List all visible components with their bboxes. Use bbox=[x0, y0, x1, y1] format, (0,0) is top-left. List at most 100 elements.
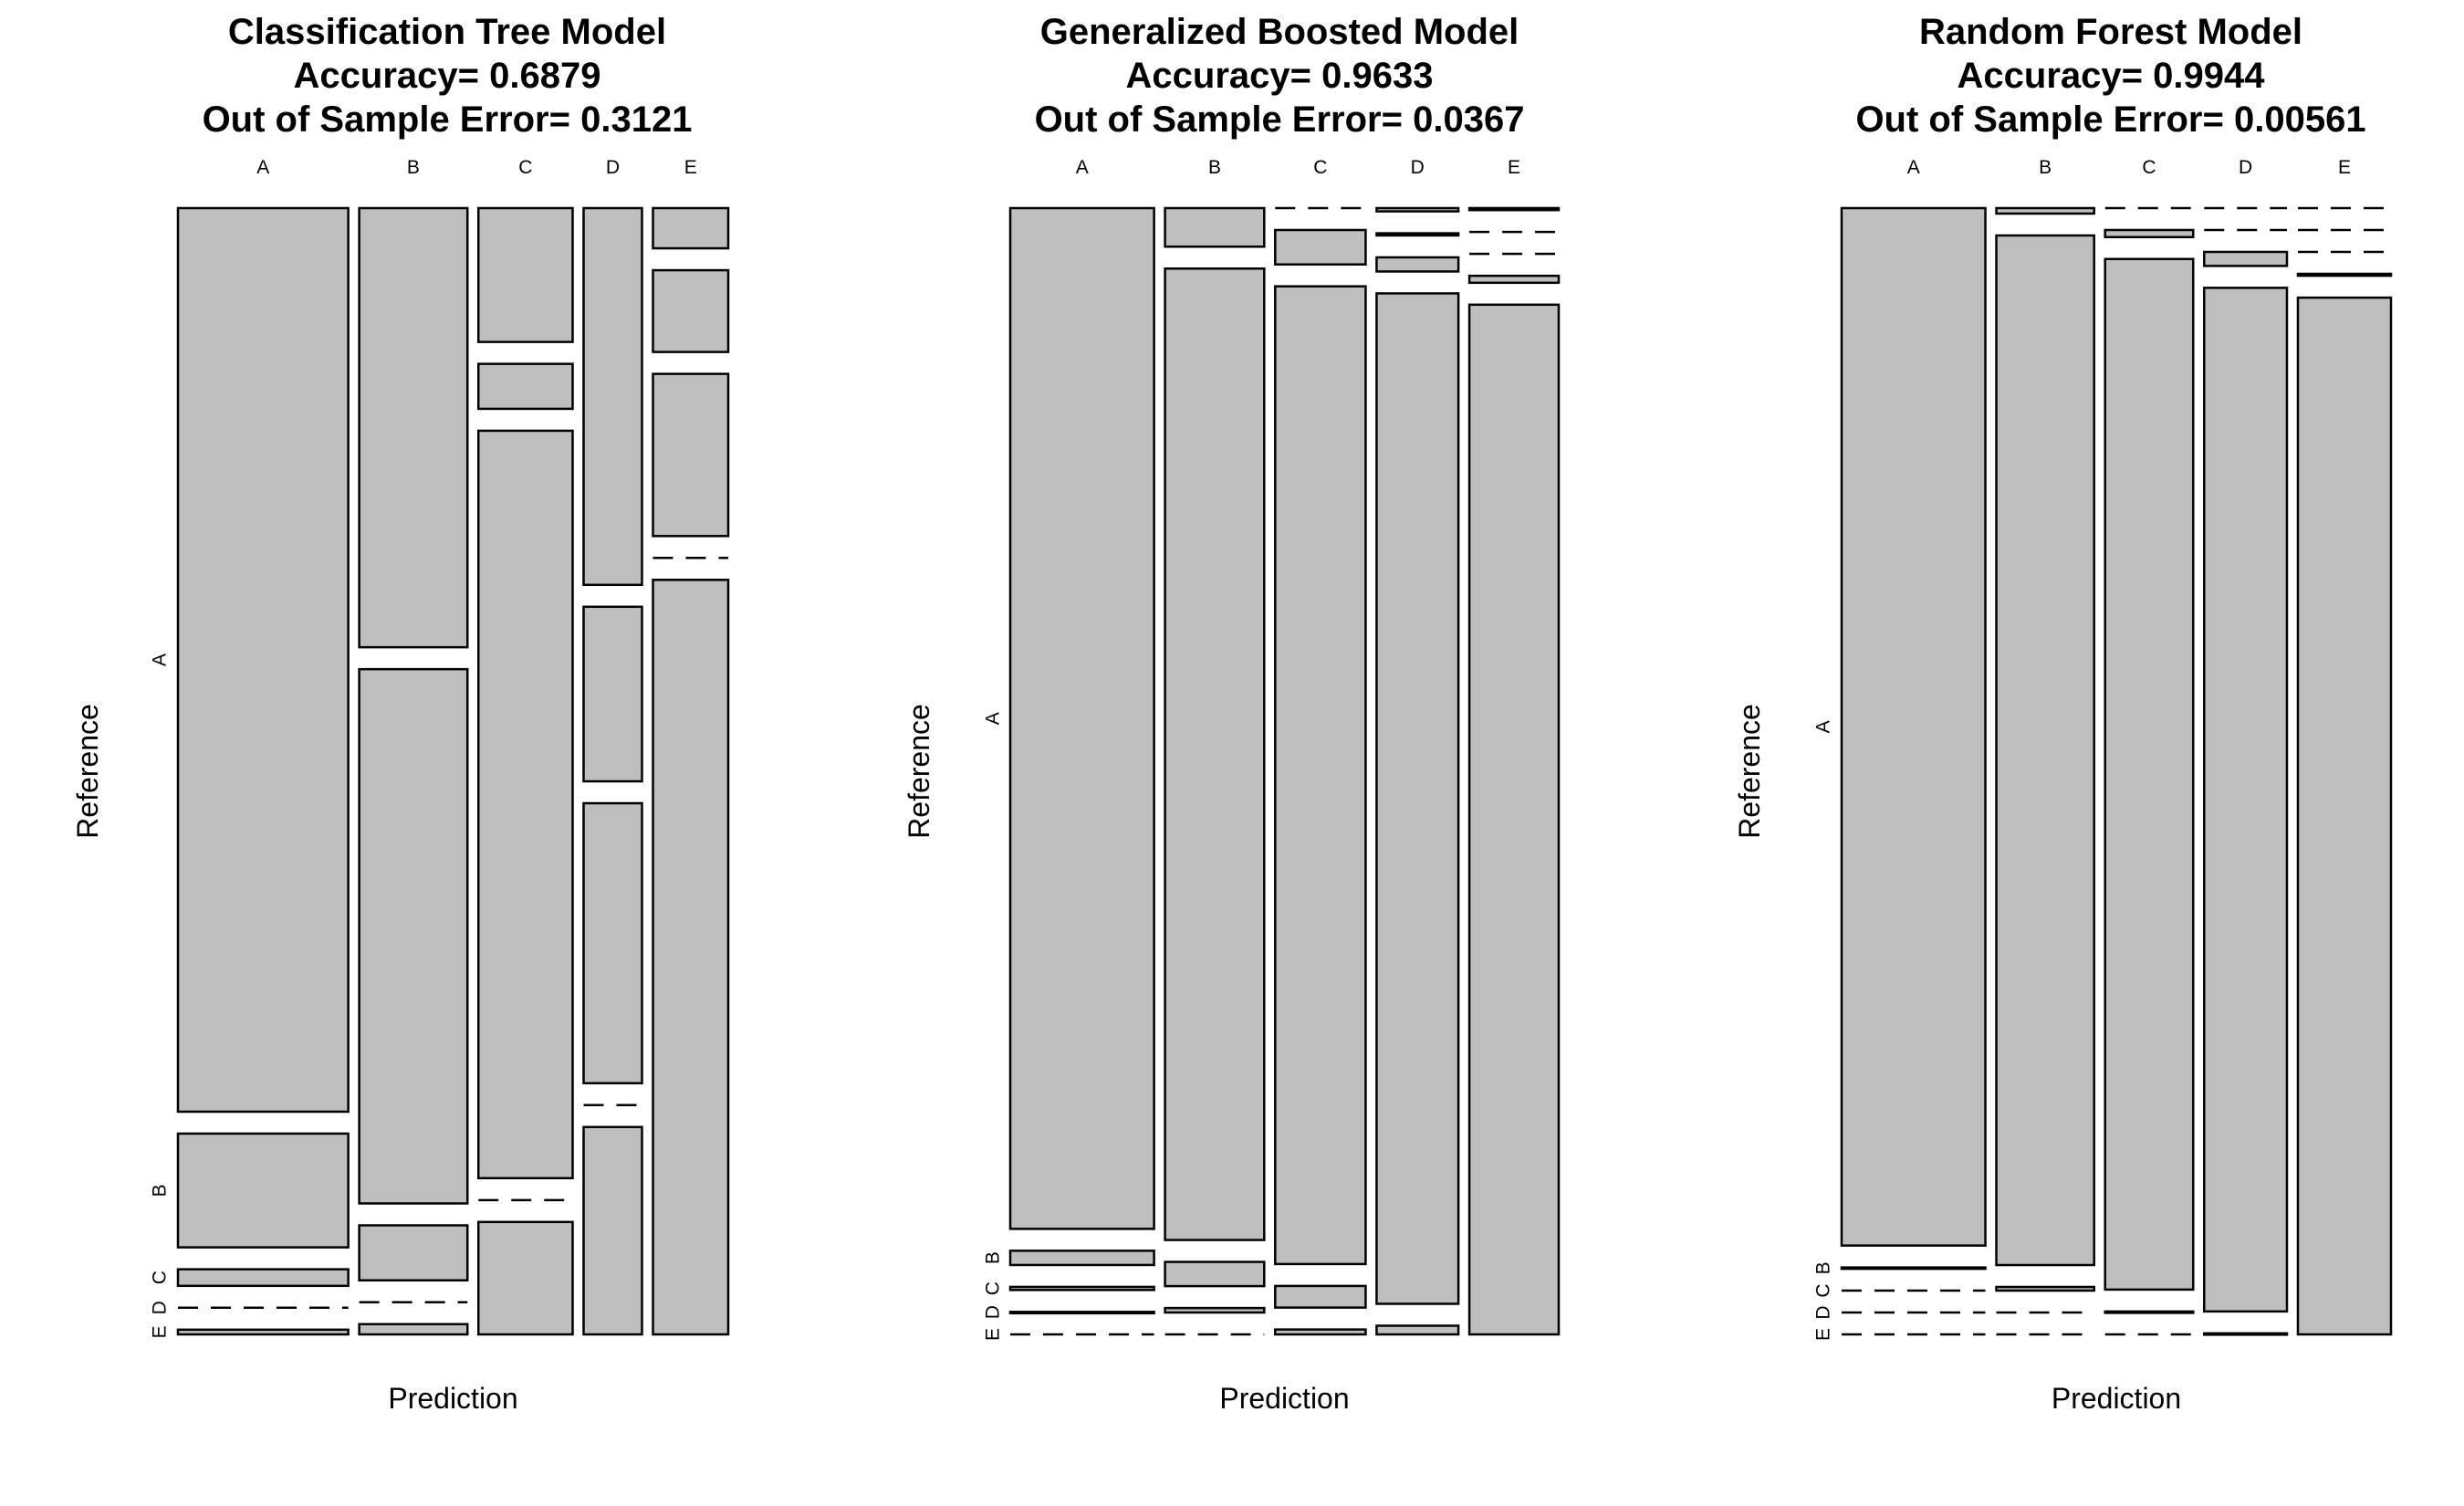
mosaic-cell bbox=[2296, 296, 2393, 1336]
mosaic-cell bbox=[1164, 1306, 1266, 1314]
mosaic-cell bbox=[1375, 256, 1460, 273]
x-tick-label: A bbox=[256, 157, 269, 178]
x-tick-label: A bbox=[1076, 157, 1089, 178]
y-tick-label: E bbox=[1813, 1328, 1834, 1341]
x-tick-label: B bbox=[1208, 157, 1221, 178]
y-tick-label: A bbox=[1813, 720, 1834, 733]
x-tick-label: E bbox=[2338, 157, 2351, 178]
chart-title-line: Generalized Boosted Model bbox=[1040, 12, 1519, 52]
mosaic-cell bbox=[652, 206, 730, 250]
mosaic-cell bbox=[2296, 272, 2393, 277]
chart-title-line: Accuracy= 0.9944 bbox=[1958, 56, 2266, 96]
mosaic-cell bbox=[476, 1220, 574, 1336]
mosaic-cell bbox=[582, 206, 643, 587]
mosaic-cell bbox=[652, 372, 730, 538]
y-tick-label: A bbox=[150, 654, 171, 666]
mosaic-cell bbox=[1274, 1284, 1367, 1309]
mosaic-cell bbox=[1995, 206, 2095, 215]
y-tick-label: B bbox=[150, 1184, 171, 1197]
x-tick-label: C bbox=[1313, 157, 1327, 178]
mosaic-cell bbox=[1375, 232, 1460, 237]
mosaic-cell bbox=[1840, 1266, 1987, 1271]
y-tick-label: C bbox=[150, 1271, 171, 1284]
chart-title-line: Classification Tree Model bbox=[228, 12, 666, 52]
x-tick-label: D bbox=[606, 157, 620, 178]
mosaic-cell bbox=[358, 1224, 469, 1282]
chart-title-line: Random Forest Model bbox=[1919, 12, 2302, 52]
chart-title-line: Accuracy= 0.6879 bbox=[294, 56, 601, 96]
mosaic-cell bbox=[1467, 274, 1561, 285]
mosaic-cell bbox=[176, 1328, 350, 1336]
y-tick-label: D bbox=[150, 1301, 171, 1314]
y-axis-title: Reference bbox=[1733, 704, 1766, 839]
y-tick-label: E bbox=[150, 1325, 171, 1338]
y-tick-label: B bbox=[983, 1251, 1004, 1264]
y-tick-label: B bbox=[1813, 1261, 1834, 1274]
mosaic-cell bbox=[476, 362, 574, 411]
x-tick-label: C bbox=[2142, 157, 2156, 178]
y-tick-label: E bbox=[983, 1328, 1004, 1341]
mosaic-cell bbox=[652, 579, 730, 1336]
mosaic-cell bbox=[358, 206, 469, 649]
mosaic-cell bbox=[176, 1268, 350, 1288]
mosaic-cell bbox=[2104, 1310, 2195, 1314]
x-tick-label: A bbox=[1907, 157, 1920, 178]
x-tick-label: B bbox=[2039, 157, 2052, 178]
mosaic-cell bbox=[1840, 206, 1987, 1247]
mosaic-cell bbox=[1164, 1260, 1266, 1288]
mosaic-cell bbox=[1995, 234, 2095, 1267]
x-tick-label: E bbox=[684, 157, 697, 178]
mosaic-cell bbox=[476, 429, 574, 1180]
mosaic-cell bbox=[2203, 287, 2289, 1313]
x-axis-title: Prediction bbox=[1219, 1382, 1349, 1415]
mosaic-cell bbox=[176, 1132, 350, 1249]
mosaic-cell bbox=[2203, 1332, 2289, 1336]
chart-title-line: Out of Sample Error= 0.3121 bbox=[203, 99, 693, 140]
mosaic-cell bbox=[1467, 206, 1561, 212]
y-tick-label: A bbox=[983, 712, 1004, 725]
y-tick-label: C bbox=[983, 1281, 1004, 1295]
mosaic-cell bbox=[1375, 206, 1460, 213]
y-tick-label: C bbox=[1813, 1283, 1834, 1297]
chart-title-line: Out of Sample Error= 0.00561 bbox=[1855, 99, 2365, 140]
mosaic-cell bbox=[1274, 228, 1367, 266]
y-tick-label: D bbox=[983, 1305, 1004, 1319]
mosaic-cell bbox=[1008, 1250, 1155, 1267]
mosaic-cell bbox=[1375, 1324, 1460, 1336]
mosaic-cell bbox=[582, 605, 643, 783]
chart-title-line: Out of Sample Error= 0.0367 bbox=[1035, 99, 1525, 140]
mosaic-cell bbox=[582, 801, 643, 1085]
mosaic-cell bbox=[476, 206, 574, 343]
x-tick-label: E bbox=[1508, 157, 1520, 178]
x-axis-title: Prediction bbox=[388, 1382, 517, 1415]
y-tick-label: D bbox=[1813, 1305, 1834, 1319]
mosaic-cell bbox=[358, 1323, 469, 1336]
mosaic-cell bbox=[1008, 1311, 1155, 1315]
x-tick-label: D bbox=[2239, 157, 2252, 178]
mosaic-cell bbox=[582, 1125, 643, 1336]
mosaic-cell bbox=[2104, 257, 2195, 1292]
mosaic-cell bbox=[358, 667, 469, 1205]
x-tick-label: B bbox=[407, 157, 420, 178]
mosaic-cell bbox=[1008, 206, 1155, 1230]
mosaic-cell bbox=[2203, 250, 2289, 267]
x-axis-title: Prediction bbox=[2052, 1382, 2181, 1415]
mosaic-cell bbox=[1274, 285, 1367, 1266]
mosaic-cell bbox=[176, 206, 350, 1114]
chart-title-line: Accuracy= 0.9633 bbox=[1126, 56, 1434, 96]
mosaic-cell bbox=[1467, 303, 1561, 1336]
mosaic-cell bbox=[1995, 1285, 2095, 1292]
mosaic-cell bbox=[1008, 1285, 1155, 1292]
mosaic-cell bbox=[1164, 267, 1266, 1241]
mosaic-cell bbox=[1375, 292, 1460, 1305]
y-axis-title: Reference bbox=[903, 704, 935, 839]
mosaic-cell bbox=[1164, 206, 1266, 248]
mosaic-cell bbox=[652, 268, 730, 353]
y-axis-title: Reference bbox=[71, 704, 104, 839]
x-tick-label: D bbox=[1411, 157, 1425, 178]
mosaic-cell bbox=[1274, 1328, 1367, 1336]
